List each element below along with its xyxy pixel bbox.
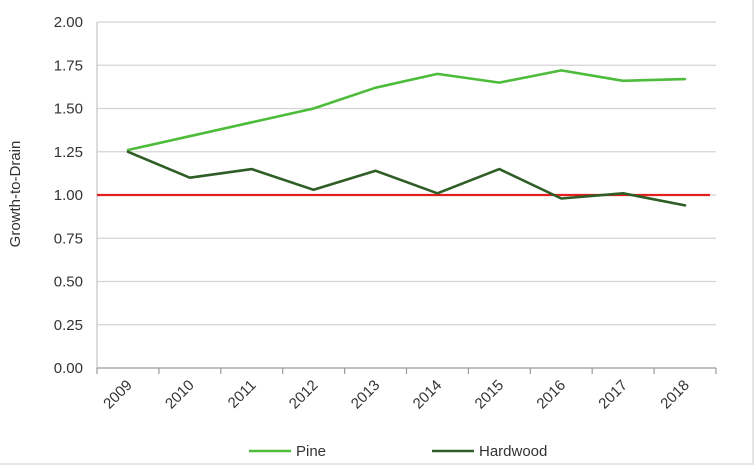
y-tick-label: 0.50 <box>54 274 83 291</box>
legend-label-pine: Pine <box>296 443 326 460</box>
x-tick-label: 2014 <box>410 377 446 413</box>
y-tick-label: 2.00 <box>54 14 83 31</box>
y-tick-label: 1.25 <box>54 144 83 161</box>
y-tick-label: 0.25 <box>54 317 83 334</box>
x-tick-label: 2013 <box>348 377 384 413</box>
hardwood-line <box>126 150 687 207</box>
gridlines <box>97 21 716 326</box>
x-tick-label: 2011 <box>225 377 260 412</box>
x-tick-label: 2015 <box>472 377 508 413</box>
x-tick-label: 2017 <box>595 377 631 413</box>
axes <box>96 22 717 374</box>
x-tick-label: 2009 <box>100 377 136 413</box>
legend-label-hardwood: Hardwood <box>479 443 547 460</box>
y-tick-label: 1.75 <box>54 57 83 74</box>
x-tick-labels: 2009 2010 2011 2012 2013 2014 2015 2016 2017 2018 <box>100 377 693 413</box>
y-axis-title: Growth-to-Drain <box>7 141 24 248</box>
x-tick-label: 2010 <box>162 377 198 413</box>
pine-line <box>126 69 687 152</box>
y-tick-label: 1.00 <box>54 187 83 204</box>
x-tick-label: 2012 <box>286 377 322 413</box>
series-layer <box>126 69 687 207</box>
y-tick-label: 0.75 <box>54 230 83 247</box>
x-tick-label: 2016 <box>533 377 569 413</box>
y-tick-label: 0.00 <box>54 360 83 377</box>
x-tick-label: 2018 <box>657 377 693 413</box>
y-tick-label: 1.50 <box>54 101 83 118</box>
legend: Pine Hardwood <box>249 443 547 460</box>
y-tick-labels: 0.00 0.25 0.50 0.75 1.00 1.25 1.50 1.75 2.00 <box>54 14 83 377</box>
